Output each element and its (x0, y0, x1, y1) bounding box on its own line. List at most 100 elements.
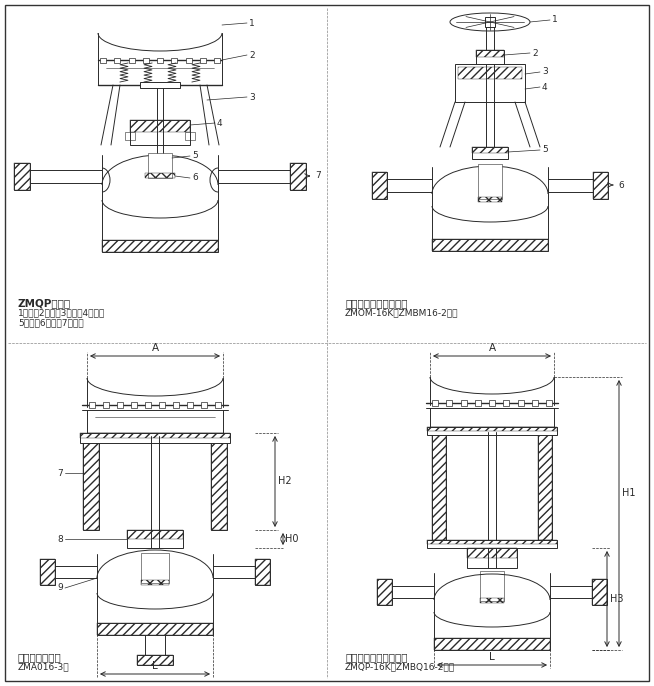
Text: 套筒切断阀（带手轮）: 套筒切断阀（带手轮） (345, 298, 407, 308)
Bar (472, 147, 508, 159)
Text: ZMQP-16K（ZMBQ16-2）型: ZMQP-16K（ZMBQ16-2）型 (345, 662, 455, 671)
Bar (80, 433, 230, 443)
Bar (102, 240, 218, 252)
Bar (427, 540, 557, 548)
Bar (171, 58, 177, 63)
Text: H0: H0 (285, 534, 298, 544)
Text: 5、阀芯6、阀座7、阀体: 5、阀芯6、阀座7、阀体 (18, 318, 84, 327)
Bar (467, 548, 517, 568)
Bar (159, 402, 165, 408)
Bar (89, 402, 95, 408)
Bar (538, 432, 552, 540)
Text: A: A (152, 343, 158, 353)
Bar (489, 400, 495, 406)
Bar (432, 239, 548, 251)
Bar (377, 579, 392, 605)
Bar (185, 132, 195, 140)
Bar (475, 400, 481, 406)
Bar (127, 530, 183, 539)
Text: 二位三通切断阀: 二位三通切断阀 (18, 652, 61, 662)
Bar (432, 432, 446, 540)
Bar (532, 400, 538, 406)
Text: H2: H2 (278, 476, 292, 486)
Bar (503, 400, 509, 406)
Text: ZMQP单座型: ZMQP单座型 (18, 298, 71, 308)
Bar (83, 443, 99, 530)
Bar (480, 571, 504, 601)
Bar (130, 120, 190, 145)
Bar (145, 402, 151, 408)
Bar (127, 530, 183, 548)
Text: 1: 1 (552, 16, 558, 25)
Bar (593, 172, 608, 199)
Bar (80, 433, 230, 438)
Text: L: L (152, 661, 158, 671)
Bar (472, 147, 508, 153)
Text: 5: 5 (542, 145, 548, 154)
Bar (114, 58, 120, 63)
Bar (432, 432, 446, 540)
Bar (372, 172, 387, 199)
Bar (427, 427, 557, 431)
Bar (211, 443, 227, 530)
Bar (432, 400, 438, 406)
Text: 7: 7 (315, 172, 320, 180)
Bar (485, 17, 495, 27)
Bar (478, 164, 502, 199)
Text: 单座切断阀（立柱式）: 单座切断阀（立柱式） (345, 652, 407, 662)
Bar (476, 50, 504, 64)
Bar (137, 655, 173, 665)
Bar (117, 402, 123, 408)
Bar (140, 82, 180, 88)
Text: 7: 7 (58, 469, 63, 477)
Bar (14, 163, 30, 190)
Bar (103, 402, 109, 408)
Bar (145, 173, 175, 178)
Bar (517, 400, 523, 406)
Bar (137, 655, 173, 665)
Text: 5: 5 (192, 152, 198, 161)
Bar (592, 579, 607, 605)
Bar (201, 402, 207, 408)
Text: H1: H1 (622, 488, 636, 498)
Text: 2: 2 (249, 51, 254, 60)
Bar (97, 623, 213, 635)
Bar (432, 239, 548, 251)
Bar (211, 443, 227, 530)
Bar (214, 58, 220, 63)
Text: 1: 1 (249, 19, 255, 27)
Text: A: A (489, 343, 496, 353)
Bar (455, 64, 525, 102)
Bar (467, 548, 517, 558)
Text: 3: 3 (249, 93, 255, 102)
Bar (14, 163, 30, 190)
Bar (290, 163, 306, 190)
Text: 3: 3 (542, 67, 548, 77)
Bar (255, 559, 270, 585)
Bar (148, 153, 172, 178)
Text: 4: 4 (542, 82, 547, 91)
Bar (173, 402, 179, 408)
Bar (434, 638, 550, 650)
Bar (592, 579, 607, 605)
Bar (446, 400, 453, 406)
Bar (546, 400, 552, 406)
Text: ZMOM-16K（ZMBM16-2）型: ZMOM-16K（ZMBM16-2）型 (345, 308, 458, 317)
Bar (538, 432, 552, 540)
Bar (187, 402, 193, 408)
Text: 1、膜片2、推杆3、支架4、阀杆: 1、膜片2、推杆3、支架4、阀杆 (18, 308, 105, 317)
Bar (141, 580, 169, 585)
Bar (125, 132, 135, 140)
Bar (83, 443, 99, 530)
Bar (186, 58, 192, 63)
Text: 6: 6 (618, 180, 624, 189)
Bar (199, 58, 206, 63)
Text: 9: 9 (58, 584, 63, 593)
Text: ZMA016-3型: ZMA016-3型 (18, 662, 69, 671)
Bar (215, 402, 221, 408)
Bar (97, 623, 213, 635)
Bar (476, 50, 504, 57)
Text: H3: H3 (610, 594, 623, 604)
Bar (460, 400, 466, 406)
Bar (372, 172, 387, 199)
